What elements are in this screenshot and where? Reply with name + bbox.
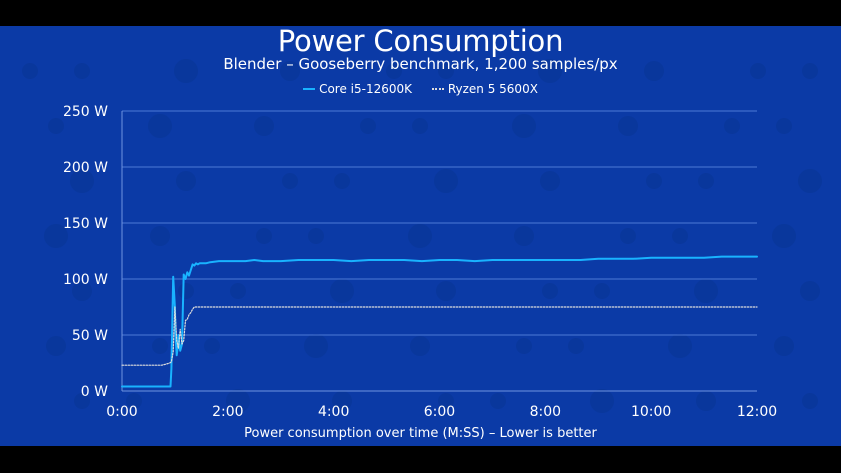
background-dot xyxy=(44,224,68,248)
background-dot xyxy=(22,63,38,79)
background-dot xyxy=(694,279,718,303)
background-dot xyxy=(410,336,430,356)
background-dot xyxy=(620,228,636,244)
y-tick-label: 250 W xyxy=(63,104,108,120)
background-dot xyxy=(490,393,506,409)
background-dot xyxy=(590,389,614,413)
chart-subtitle: Blender – Gooseberry benchmark, 1,200 sa… xyxy=(223,55,618,73)
background-dot xyxy=(672,228,688,244)
background-dot xyxy=(668,334,692,358)
background-dot xyxy=(280,61,300,81)
background-dot xyxy=(568,338,584,354)
background-dot xyxy=(698,173,714,189)
background-dot xyxy=(176,171,196,191)
top-letterbox xyxy=(0,0,841,26)
background-dot xyxy=(148,114,172,138)
background-dot xyxy=(696,391,716,411)
legend-swatch-solid xyxy=(303,88,316,90)
series-line-core-i5-12600k xyxy=(121,255,758,388)
background-dot xyxy=(724,118,740,134)
background-dot xyxy=(644,61,664,81)
chart-panel: Power Consumption Blender – Gooseberry b… xyxy=(0,26,841,446)
legend-item-ryzen-5: Ryzen 5 5600X xyxy=(431,81,538,97)
background-dot xyxy=(46,336,66,356)
background-dot xyxy=(204,338,220,354)
background-dot xyxy=(178,283,194,299)
background-pattern xyxy=(22,59,822,413)
series-line-ryzen-5-5600x xyxy=(121,306,758,366)
background-dot xyxy=(802,63,818,79)
x-axis-label: Power consumption over time (M:SS) – Low… xyxy=(244,426,597,441)
background-dot xyxy=(230,283,246,299)
background-dot xyxy=(360,118,376,134)
x-tick-label: 0:00 xyxy=(106,404,137,420)
background-dot xyxy=(152,338,168,354)
background-dot xyxy=(330,279,354,303)
background-dot xyxy=(646,173,662,189)
background-dot xyxy=(438,63,454,79)
legend-item-core-i5: Core i5-12600K xyxy=(303,81,412,97)
background-dot xyxy=(386,63,402,79)
background-dot xyxy=(750,63,766,79)
background-dot xyxy=(412,118,428,134)
background-dot xyxy=(256,228,272,244)
background-dot xyxy=(226,389,250,413)
x-tick-label: 10:00 xyxy=(631,404,671,420)
y-tick-label: 200 W xyxy=(63,160,108,176)
x-tick-label: 12:00 xyxy=(737,404,777,420)
line-chart: 0 W 50 W 100 W 150 W 200 W 250 W 0:00 2:00 4:00 6… xyxy=(63,104,777,420)
background-dot xyxy=(74,393,90,409)
x-tick-label: 6:00 xyxy=(424,404,455,420)
background-dot xyxy=(438,393,454,409)
background-dot xyxy=(408,224,432,248)
background-dot xyxy=(514,226,534,246)
chart-legend: Core i5-12600K Ryzen 5 5600X xyxy=(0,80,841,97)
background-dot xyxy=(542,283,558,299)
background-dot xyxy=(308,228,324,244)
background-dot xyxy=(150,226,170,246)
background-dot xyxy=(618,116,638,136)
chart-title: Power Consumption xyxy=(277,26,564,58)
background-dot xyxy=(72,281,92,301)
background-dot xyxy=(538,59,562,83)
background-dot xyxy=(516,338,532,354)
background-dot xyxy=(70,169,94,193)
background-dot xyxy=(282,173,298,189)
x-tick-label: 2:00 xyxy=(212,404,243,420)
bottom-letterbox xyxy=(0,446,841,473)
background-dot xyxy=(512,114,536,138)
legend-label-ryzen-5: Ryzen 5 5600X xyxy=(447,81,538,96)
background-dot xyxy=(802,393,818,409)
legend-label-core-i5: Core i5-12600K xyxy=(319,81,412,96)
background-dot xyxy=(798,169,822,193)
background-dot xyxy=(254,116,274,136)
x-tick-label: 4:00 xyxy=(318,404,349,420)
y-tick-label: 0 W xyxy=(81,384,108,400)
background-dot xyxy=(776,118,792,134)
background-dot xyxy=(434,169,458,193)
background-dot xyxy=(436,281,456,301)
background-dot xyxy=(594,283,610,299)
y-tick-label: 100 W xyxy=(63,272,108,288)
background-dot xyxy=(772,224,796,248)
background-dot xyxy=(334,173,350,189)
background-dot xyxy=(174,59,198,83)
background-dot xyxy=(48,118,64,134)
y-tick-label: 150 W xyxy=(63,216,108,232)
background-dot xyxy=(332,391,352,411)
x-tick-label: 8:00 xyxy=(530,404,561,420)
background-dot xyxy=(540,171,560,191)
background-dot xyxy=(304,334,328,358)
background-dot xyxy=(800,281,820,301)
background-dot xyxy=(774,336,794,356)
y-tick-label: 50 W xyxy=(72,328,108,344)
background-dot xyxy=(74,63,90,79)
legend-swatch-dotted xyxy=(431,88,444,90)
background-dot xyxy=(126,393,142,409)
